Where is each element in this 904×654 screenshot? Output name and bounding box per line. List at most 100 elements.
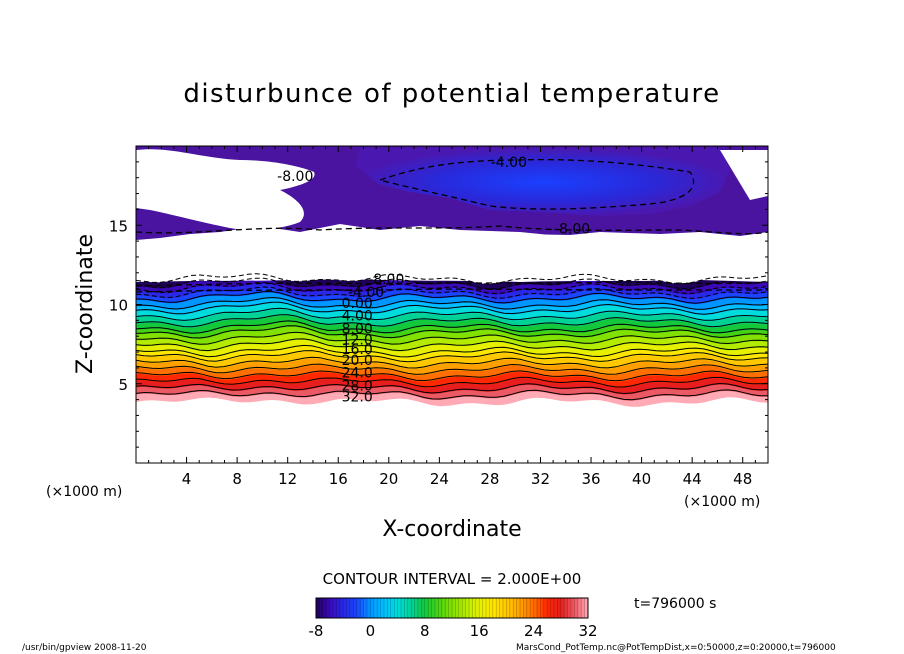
colorbar-cell	[384, 598, 388, 618]
colorbar-cell	[329, 598, 334, 618]
x-tick-label: 36	[581, 470, 600, 488]
colorbar-cell	[455, 598, 460, 618]
colorbar-cell	[326, 598, 331, 618]
contour-interval-text: CONTOUR INTERVAL = 2.000E+00	[323, 570, 582, 588]
contour-line-18	[136, 344, 768, 358]
white-cloud-band	[136, 234, 768, 282]
colorbar-cell	[526, 598, 531, 618]
colorbar-tick-label: 24	[524, 622, 543, 640]
contour-layer-26	[136, 370, 768, 388]
y-axis-ticks: 5 10 15	[109, 161, 768, 448]
contour-label: 8.00	[342, 321, 373, 337]
colorbar-cell	[540, 598, 545, 618]
colorbar-cell	[411, 598, 416, 618]
colorbar-cell	[350, 598, 354, 618]
colorbar-cell	[407, 598, 412, 618]
contour-label: -8.00	[554, 221, 590, 237]
colorbar-cell	[363, 598, 368, 618]
contour-labels: -4.00-8.00-8.00-8.00-4.000.004.008.0012.…	[277, 155, 590, 406]
colorbar-cell	[418, 598, 422, 618]
contour-line-4	[136, 301, 768, 315]
colorbar-cell	[397, 598, 402, 618]
colorbar-cell	[435, 598, 439, 618]
colorbar-cell	[489, 598, 494, 618]
x-tick-label: 8	[232, 470, 242, 488]
colorbar-cell	[530, 598, 535, 618]
colorbar-cell	[452, 598, 456, 618]
colorbar-cell	[503, 598, 507, 618]
contour-line-10	[136, 320, 768, 334]
colorbar-cell	[482, 598, 487, 618]
colorbar-cell	[414, 598, 419, 618]
contour-label: 0.00	[342, 296, 373, 312]
contour-line--4	[136, 281, 768, 295]
colorbar-cell	[394, 598, 399, 618]
x-tick-label: 12	[278, 470, 297, 488]
contour-layer-22	[136, 357, 768, 376]
colorbar-cell	[513, 598, 518, 618]
colorbar-cell	[367, 598, 371, 618]
colorbar-cell	[356, 598, 361, 618]
contour-line--6	[136, 277, 768, 290]
colorbar-cell	[319, 598, 324, 618]
y-tick-label: 10	[109, 297, 128, 315]
colorbar-cell	[537, 598, 541, 618]
contour-minus4-low	[136, 288, 768, 293]
contour-label: 12.0	[342, 332, 373, 348]
colorbar-cell	[469, 598, 473, 618]
contour-minus8-low	[136, 281, 768, 287]
x-tick-label: 16	[329, 470, 348, 488]
colorbar-cell	[499, 598, 504, 618]
colorbar-cell	[547, 598, 552, 618]
contour-layer-8	[136, 314, 768, 335]
colorbar-cell	[479, 598, 484, 618]
colorbar-cell	[343, 598, 348, 618]
contour-label: 24.0	[342, 366, 373, 382]
plot-area	[136, 146, 768, 407]
colorbar: -8 0 8 16 24 32	[309, 597, 598, 640]
negative-contours	[136, 158, 768, 293]
colorbar-cell	[401, 598, 405, 618]
contour-line-26	[136, 370, 768, 382]
contour-line-28	[136, 376, 768, 388]
colorbar-tick-label: 0	[366, 622, 376, 640]
contour-layer-0	[136, 291, 768, 311]
contour-minus8-mid	[136, 225, 768, 235]
colorbar-ticks: -8 0 8 16 24 32	[309, 622, 598, 640]
colorbar-cell	[428, 598, 433, 618]
x-tick-label: 44	[683, 470, 702, 488]
colorbar-cell	[445, 598, 450, 618]
colorbar-cell	[564, 598, 569, 618]
contour-label: 16.0	[342, 342, 373, 358]
contour-line-12	[136, 325, 768, 339]
colorbar-cell	[516, 598, 521, 618]
contour-label: -4.00	[491, 155, 527, 171]
x-tick-label: 28	[480, 470, 499, 488]
colorbar-cell	[571, 598, 575, 618]
footer-left: /usr/bin/gpview 2008-11-20	[22, 643, 147, 653]
x-tick-label: 48	[733, 470, 752, 488]
x-unit-left: (×1000 m)	[46, 484, 122, 500]
colorbar-cell	[462, 598, 467, 618]
contour-layer-18	[136, 345, 768, 363]
colorbar-cell	[438, 598, 443, 618]
colorbar-cell	[373, 598, 378, 618]
x-axis-ticks: 4 8 12 16 20 24 28 32 36 40 44 48	[148, 146, 756, 488]
colorbar-cell	[339, 598, 344, 618]
colorbar-tick-label: 32	[578, 622, 597, 640]
colorbar-segments	[315, 597, 589, 619]
contour-layer-4	[136, 302, 768, 322]
colorbar-cell	[421, 598, 426, 618]
contour-label: -8.00	[277, 169, 313, 185]
colorbar-cell	[346, 598, 351, 618]
contour-line-14	[136, 331, 768, 345]
contour-label: -8.00	[368, 272, 404, 288]
colorbar-cell	[448, 598, 453, 618]
contour-fill-layers	[136, 273, 768, 407]
white-cloud-upper	[136, 149, 315, 230]
colorbar-cell	[492, 598, 497, 618]
contour-layer-32	[136, 389, 768, 407]
footer-right: MarsCond_PotTemp.nc@PotTempDist,x=0:5000…	[516, 643, 836, 653]
contour-label: 28.0	[342, 378, 373, 394]
